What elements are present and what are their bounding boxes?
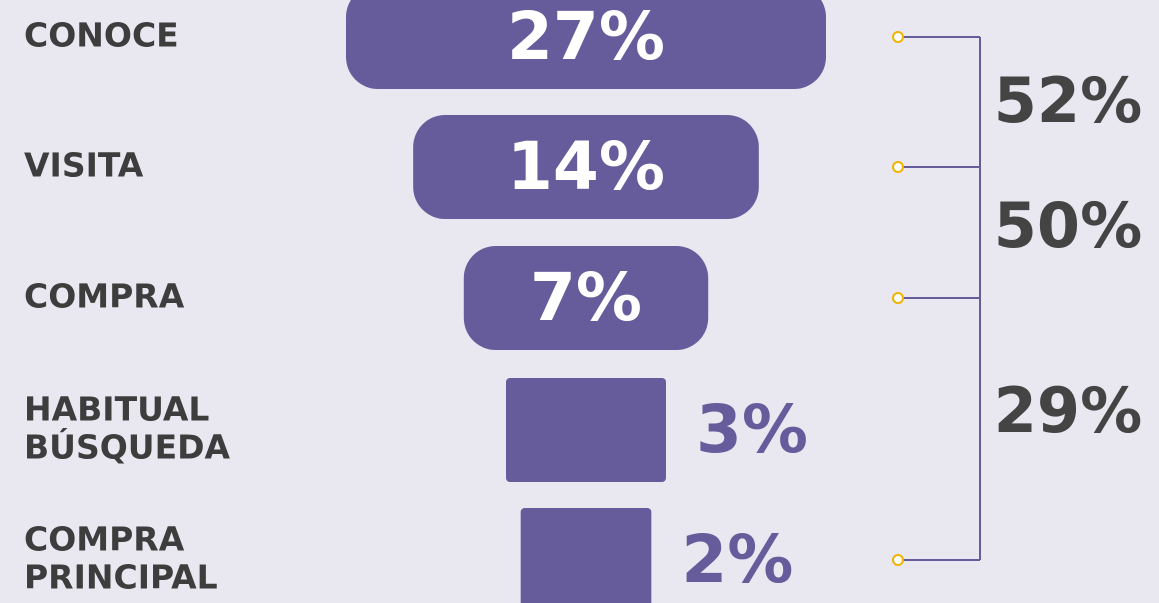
conversion-label: 29% <box>994 374 1142 447</box>
value-label: 14% <box>507 128 665 205</box>
category-label: CONOCE <box>24 16 179 55</box>
category-label: COMPRA <box>24 520 185 559</box>
funnel-bar <box>413 115 759 219</box>
funnel-bar <box>520 508 652 603</box>
category-label: PRINCIPAL <box>24 558 218 597</box>
conversion-label: 50% <box>994 189 1142 262</box>
value-label: 3% <box>696 391 808 468</box>
category-label: COMPRA <box>24 277 185 316</box>
bracket-dot <box>892 554 904 566</box>
funnel-bar <box>346 0 826 89</box>
funnel-bar <box>506 378 666 482</box>
value-label: 7% <box>530 259 642 336</box>
category-label: BÚSQUEDA <box>24 427 231 467</box>
value-label: 2% <box>681 521 793 598</box>
value-label: 27% <box>507 0 665 75</box>
bracket-dot <box>892 161 904 173</box>
category-label: VISITA <box>24 146 144 185</box>
category-label: HABITUAL <box>24 390 209 429</box>
funnel-bar <box>463 246 709 350</box>
conversion-label: 52% <box>994 64 1142 137</box>
bracket-dot <box>892 292 904 304</box>
bracket-dot <box>892 31 904 43</box>
